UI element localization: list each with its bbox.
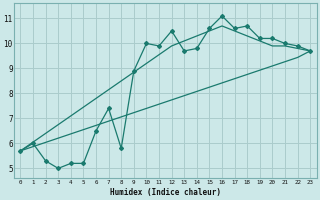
X-axis label: Humidex (Indice chaleur): Humidex (Indice chaleur) bbox=[110, 188, 221, 197]
